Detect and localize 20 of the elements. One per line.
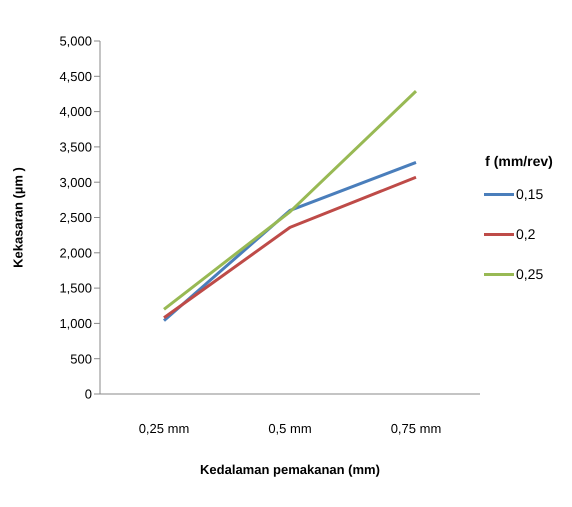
y-tick-label: 2,500: [59, 210, 92, 226]
x-tick-label: 0,25 mm: [138, 421, 190, 436]
y-tick-label: 3,500: [59, 140, 92, 155]
y-tick-label: 3,000: [59, 174, 92, 190]
legend-label: 0,15: [516, 186, 544, 202]
x-tick-label: 0,5 mm: [268, 421, 312, 436]
legend-label: 0,25: [516, 266, 544, 282]
legend-title: f (mm/rev): [484, 152, 554, 171]
x-tick-label: 0,75 mm: [390, 421, 442, 436]
y-tick-label: 2,000: [59, 245, 92, 260]
y-tick-label: 4,500: [59, 68, 92, 84]
y-tick-label: 4,000: [59, 104, 92, 120]
y-tick-label: 0: [84, 386, 92, 402]
y-tick-label: 500: [70, 351, 92, 366]
y-tick-label: 1,500: [59, 280, 92, 296]
y-axis-title: Kekasaran (µm ): [10, 167, 26, 268]
legend-label: 0,2: [516, 226, 536, 242]
y-tick-label: 5,000: [59, 34, 92, 49]
x-axis-title: Kedalaman pemakanan (mm): [200, 462, 380, 477]
y-tick-label: 1,000: [59, 316, 92, 332]
